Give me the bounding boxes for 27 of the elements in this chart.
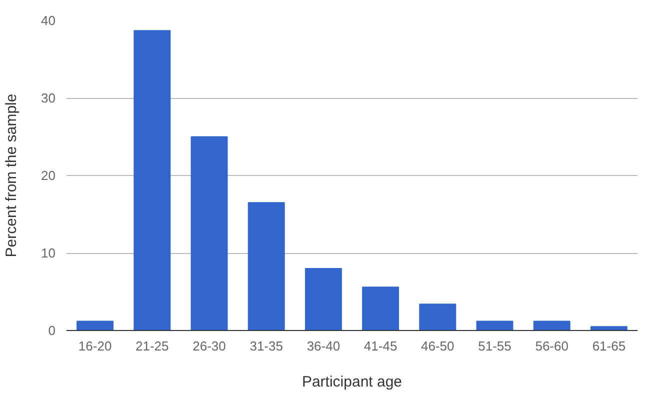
bar	[590, 326, 628, 330]
x-tick-label: 46-50	[421, 338, 454, 354]
y-axis-title: Percent from the sample	[3, 94, 20, 258]
x-tick-label: 31-35	[250, 338, 283, 354]
y-tick-label: 30	[41, 90, 56, 106]
x-tick-label: 51-55	[478, 338, 512, 354]
y-tick-label: 20	[41, 168, 56, 183]
bar	[362, 286, 400, 330]
x-tick-label: 61-65	[592, 338, 626, 354]
y-tick-label: 0	[48, 323, 56, 338]
bar	[248, 202, 285, 330]
bar	[134, 30, 171, 330]
x-tick-label: 21-25	[136, 338, 169, 354]
y-tick-label: 10	[41, 246, 56, 260]
x-axis-title: Participant age	[302, 374, 402, 390]
bar	[190, 136, 228, 330]
bar	[476, 320, 514, 330]
x-tick-label: 56-60	[535, 338, 568, 354]
x-tick-label: 26-30	[192, 338, 226, 354]
bar	[419, 304, 456, 330]
x-tick-label: 36-40	[306, 338, 340, 354]
bar	[304, 268, 342, 330]
x-tick-label: 16-20	[78, 338, 112, 354]
y-tick-label: 40	[41, 13, 56, 28]
bar	[76, 320, 114, 330]
x-tick-label: 41-45	[364, 338, 398, 354]
bar	[533, 320, 570, 330]
